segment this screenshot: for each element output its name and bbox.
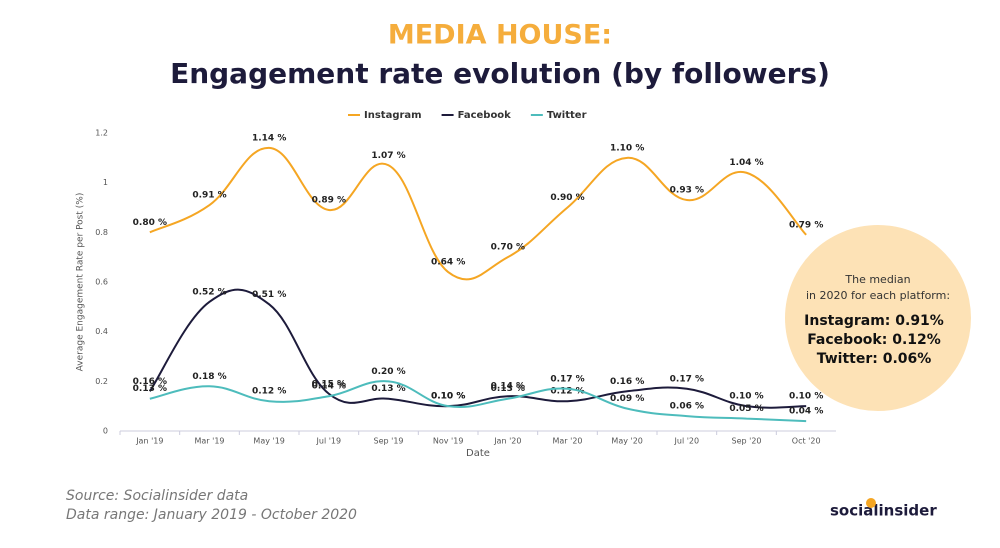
x-tick-label: Sep '19 — [374, 437, 404, 446]
data-label: 0.51 % — [252, 290, 286, 300]
supertitle: MEDIA HOUSE: — [388, 20, 612, 51]
x-tick-label: Jan '20 — [493, 437, 521, 446]
data-label: 0.93 % — [670, 186, 704, 196]
series-line — [149, 146, 807, 281]
data-label: 0.64 % — [431, 258, 465, 268]
note-value: Instagram: 0.91% — [804, 313, 944, 329]
data-label: 1.14 % — [252, 133, 286, 143]
note-text: in 2020 for each platform: — [806, 289, 950, 302]
brand: socialinsider — [830, 502, 937, 520]
data-label: 0.80 % — [133, 218, 167, 228]
x-tick-label: Jul '19 — [316, 437, 342, 446]
y-tick-label: 0 — [103, 427, 108, 436]
chart-title: Engagement rate evolution (by followers) — [170, 57, 830, 90]
data-label: 0.52 % — [192, 287, 226, 297]
note-bubble — [785, 225, 971, 411]
legend-label: Facebook — [458, 110, 512, 121]
note-text: The median — [844, 273, 910, 286]
data-label: 0.13 % — [133, 384, 167, 394]
y-tick-label: 0.4 — [95, 327, 108, 336]
data-label: 0.14 % — [312, 382, 346, 392]
series-line — [149, 380, 807, 423]
data-label: 0.04 % — [789, 407, 823, 417]
x-tick-label: Jan '19 — [135, 437, 163, 446]
x-tick-label: Jul '20 — [674, 437, 700, 446]
data-label: 0.79 % — [789, 220, 823, 230]
date-range: Data range: January 2019 - October 2020 — [66, 507, 357, 523]
data-label: 0.06 % — [670, 402, 704, 412]
x-tick-label: Oct '20 — [792, 437, 821, 446]
data-label: 0.05 % — [729, 404, 763, 414]
data-label: 0.12 % — [550, 387, 584, 397]
legend-label: Instagram — [364, 110, 422, 121]
data-label: 0.09 % — [610, 394, 644, 404]
y-tick-label: 0.8 — [95, 228, 108, 237]
data-label: 0.12 % — [252, 387, 286, 397]
x-tick-label: May '20 — [611, 437, 642, 446]
data-label: 0.90 % — [550, 193, 584, 203]
data-label: 0.18 % — [192, 372, 226, 382]
data-label: 0.89 % — [312, 195, 346, 205]
y-tick-label: 1 — [103, 178, 108, 187]
brand-dot — [866, 498, 876, 508]
x-tick-label: May '19 — [253, 437, 284, 446]
x-tick-label: Mar '19 — [194, 437, 224, 446]
data-label: 0.70 % — [491, 243, 525, 253]
data-label: 0.16 % — [133, 377, 167, 387]
data-label: 0.13 % — [491, 384, 525, 394]
data-label: 0.15 % — [312, 379, 346, 389]
data-label: 0.13 % — [371, 384, 405, 394]
x-tick-label: Sep '20 — [732, 437, 762, 446]
data-label: 0.20 % — [371, 367, 405, 377]
data-label: 0.10 % — [431, 392, 465, 402]
y-tick-label: 0.2 — [95, 377, 108, 386]
data-label: 0.17 % — [550, 374, 584, 384]
data-label: 0.10 % — [729, 392, 763, 402]
x-axis-label: Date — [466, 448, 490, 459]
data-label: 0.10 % — [789, 392, 823, 402]
x-tick-label: Mar '20 — [552, 437, 582, 446]
note-value: Facebook: 0.12% — [807, 332, 941, 348]
data-label: 1.04 % — [729, 158, 763, 168]
y-tick-label: 1.2 — [95, 129, 108, 138]
note-value: Twitter: 0.06% — [817, 351, 932, 367]
data-label: 0.91 % — [192, 191, 226, 201]
series-line — [149, 288, 807, 409]
data-label: 0.14 % — [491, 382, 525, 392]
data-label: 0.10 % — [431, 392, 465, 402]
y-tick-label: 0.6 — [95, 278, 108, 287]
data-label: 0.16 % — [610, 377, 644, 387]
x-tick-label: Nov '19 — [433, 437, 464, 446]
y-axis-label: Average Engagement Rate per Post (%) — [76, 193, 86, 372]
data-label: 0.17 % — [670, 374, 704, 384]
data-label: 1.10 % — [610, 143, 644, 153]
source: Source: Socialinsider data — [66, 488, 248, 504]
legend-label: Twitter — [547, 110, 587, 121]
data-label: 1.07 % — [371, 151, 405, 161]
